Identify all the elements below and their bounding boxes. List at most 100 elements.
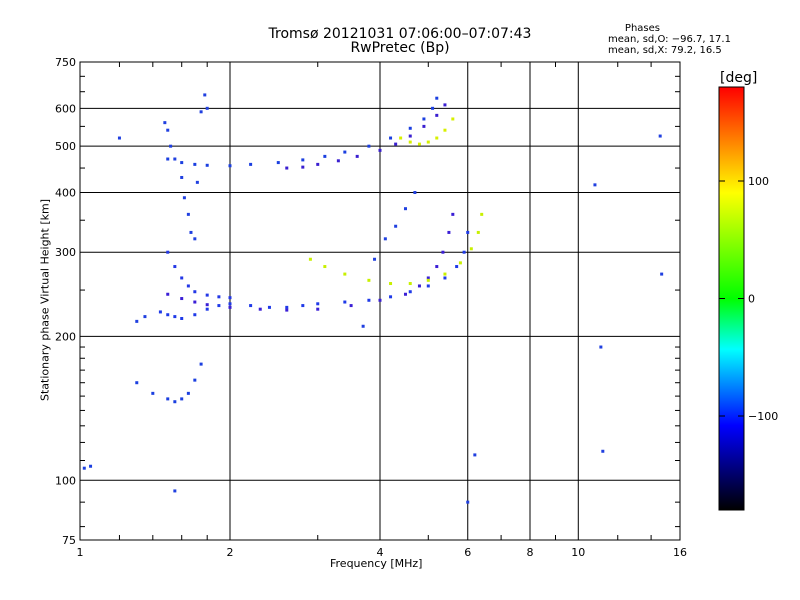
phase-stats-x: mean, sd,X: 79.2, 16.5: [608, 45, 722, 56]
data-point: [205, 293, 209, 297]
data-point: [228, 302, 232, 306]
data-point: [451, 117, 455, 121]
data-point: [458, 261, 462, 265]
data-point: [182, 196, 186, 200]
colorbar-tick-label: 0: [748, 293, 755, 306]
data-point: [189, 230, 193, 234]
data-point: [389, 295, 393, 299]
data-point: [173, 489, 177, 493]
data-point: [186, 212, 190, 216]
data-point: [166, 397, 170, 401]
data-point: [373, 257, 377, 261]
data-point: [135, 319, 139, 323]
data-point: [151, 391, 155, 395]
data-point: [89, 464, 93, 468]
data-point: [408, 140, 412, 144]
data-point: [186, 391, 190, 395]
data-point: [408, 134, 412, 138]
data-point: [480, 212, 484, 216]
data-point: [180, 397, 184, 401]
data-point: [426, 278, 430, 282]
data-point: [193, 313, 197, 317]
data-point: [193, 378, 197, 382]
colorbar-tick-label: 100: [748, 175, 769, 188]
data-point: [205, 307, 209, 311]
data-point: [408, 282, 412, 286]
x-tick-label: 4: [377, 546, 384, 559]
data-point: [276, 161, 280, 165]
data-point: [399, 136, 403, 140]
data-point: [403, 207, 407, 211]
data-point: [660, 272, 664, 276]
data-point: [349, 304, 353, 308]
data-point: [173, 265, 177, 269]
data-point: [301, 158, 305, 162]
data-point: [169, 144, 173, 148]
data-point: [426, 276, 430, 280]
data-point: [228, 296, 232, 300]
data-point: [361, 324, 365, 328]
data-point: [158, 310, 162, 314]
data-point: [166, 157, 170, 161]
data-point: [593, 183, 597, 187]
data-point: [476, 230, 480, 234]
data-point: [426, 140, 430, 144]
data-point: [403, 292, 407, 296]
data-point: [316, 307, 320, 311]
data-point: [431, 106, 435, 110]
data-point: [203, 93, 207, 97]
data-point: [173, 400, 177, 404]
colorbar-label: [deg]: [720, 70, 758, 86]
data-point: [441, 250, 445, 254]
data-point: [426, 284, 430, 288]
data-point: [249, 304, 253, 308]
data-point: [166, 250, 170, 254]
data-point: [343, 272, 347, 276]
data-point: [308, 257, 312, 261]
data-point: [301, 165, 305, 169]
phase-stats-o: mean, sd,O: −96.7, 17.1: [608, 34, 731, 45]
data-point: [599, 345, 603, 349]
data-point: [466, 230, 470, 234]
data-point: [383, 237, 387, 241]
data-point: [193, 290, 197, 294]
data-point: [417, 142, 421, 146]
data-point: [228, 164, 232, 168]
plot-frame: [79, 61, 681, 541]
data-point: [173, 157, 177, 161]
axis-ticks: 1 2 4 6 8 10 16 75 100 200 300 400 500 600 750: [55, 56, 687, 559]
data-point: [205, 163, 209, 167]
data-point: [193, 162, 197, 166]
data-point: [367, 144, 371, 148]
data-point: [193, 300, 197, 304]
phase-stats-heading: Phases: [624, 23, 660, 34]
data-point: [394, 224, 398, 228]
data-point: [217, 295, 221, 299]
data-point: [180, 175, 184, 179]
data-point: [378, 148, 382, 152]
data-point: [451, 212, 455, 216]
y-tick-label: 500: [55, 140, 76, 153]
data-point: [166, 313, 170, 317]
data-point: [343, 150, 347, 154]
data-point: [658, 134, 662, 138]
data-point: [378, 298, 382, 302]
y-tick-label: 200: [55, 330, 76, 343]
data-point: [466, 500, 470, 504]
x-tick-label: 6: [464, 546, 471, 559]
data-point: [435, 136, 439, 140]
data-point: [435, 265, 439, 269]
data-point: [443, 272, 447, 276]
data-point: [166, 128, 170, 132]
y-tick-label: 750: [55, 56, 76, 69]
data-point: [443, 103, 447, 107]
data-point: [408, 126, 412, 130]
data-point: [163, 121, 167, 125]
data-point: [469, 247, 473, 251]
data-point: [285, 166, 289, 170]
y-tick-label: 100: [55, 474, 76, 487]
data-point: [408, 290, 412, 294]
x-tick-label: 16: [673, 546, 687, 559]
data-point: [166, 292, 170, 296]
y-tick-label: 75: [62, 534, 76, 547]
